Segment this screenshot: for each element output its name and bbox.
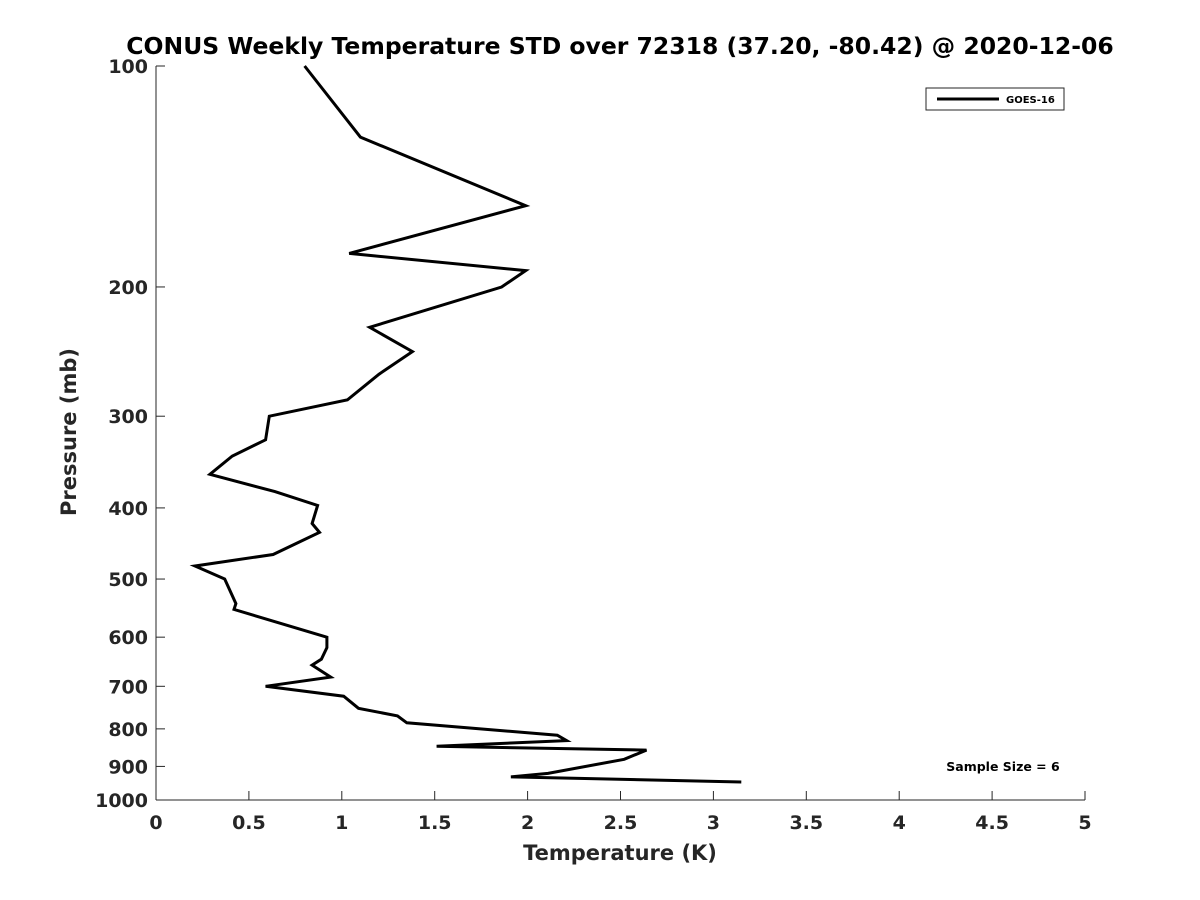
y-tick-label: 600 [108,627,148,649]
x-tick-label: 2 [521,812,534,834]
y-axis-title: Pressure (mb) [57,348,81,516]
x-tick-label: 3.5 [789,812,823,834]
y-tick-label: 700 [108,676,148,698]
y-tick-label: 1000 [95,790,148,812]
y-tick-label: 800 [108,719,148,741]
y-tick-label: 200 [108,277,148,299]
x-tick-label: 1 [335,812,348,834]
series-line-goes-16 [189,65,742,784]
axes: 0 0.5 1 1.5 2 2.5 3 3.5 4 4.5 5 100 200 300 400 500 600 7… [95,56,1092,834]
legend-label: GOES-16 [1006,95,1055,106]
legend: GOES-16 [925,87,1065,111]
x-tick-label: 4 [893,812,906,834]
y-tick-label: 100 [108,56,148,78]
x-tick-label: 3 [707,812,720,834]
x-tick-label: 0 [149,812,162,834]
x-tick-label: 2.5 [604,812,638,834]
x-axis-title: Temperature (K) [523,841,717,865]
y-tick-label: 500 [108,569,148,591]
chart-title: CONUS Weekly Temperature STD over 72318 … [126,32,1113,60]
sample-size-annotation: Sample Size = 6 [946,759,1060,774]
x-tick-label: 0.5 [232,812,266,834]
y-tick-label: 300 [108,406,148,428]
x-tick-label: 1.5 [418,812,452,834]
x-tick-label: 4.5 [975,812,1009,834]
y-tick-label: 900 [108,756,148,778]
x-tick-label: 5 [1078,812,1091,834]
y-tick-label: 400 [108,498,148,520]
series-layer [189,65,742,784]
